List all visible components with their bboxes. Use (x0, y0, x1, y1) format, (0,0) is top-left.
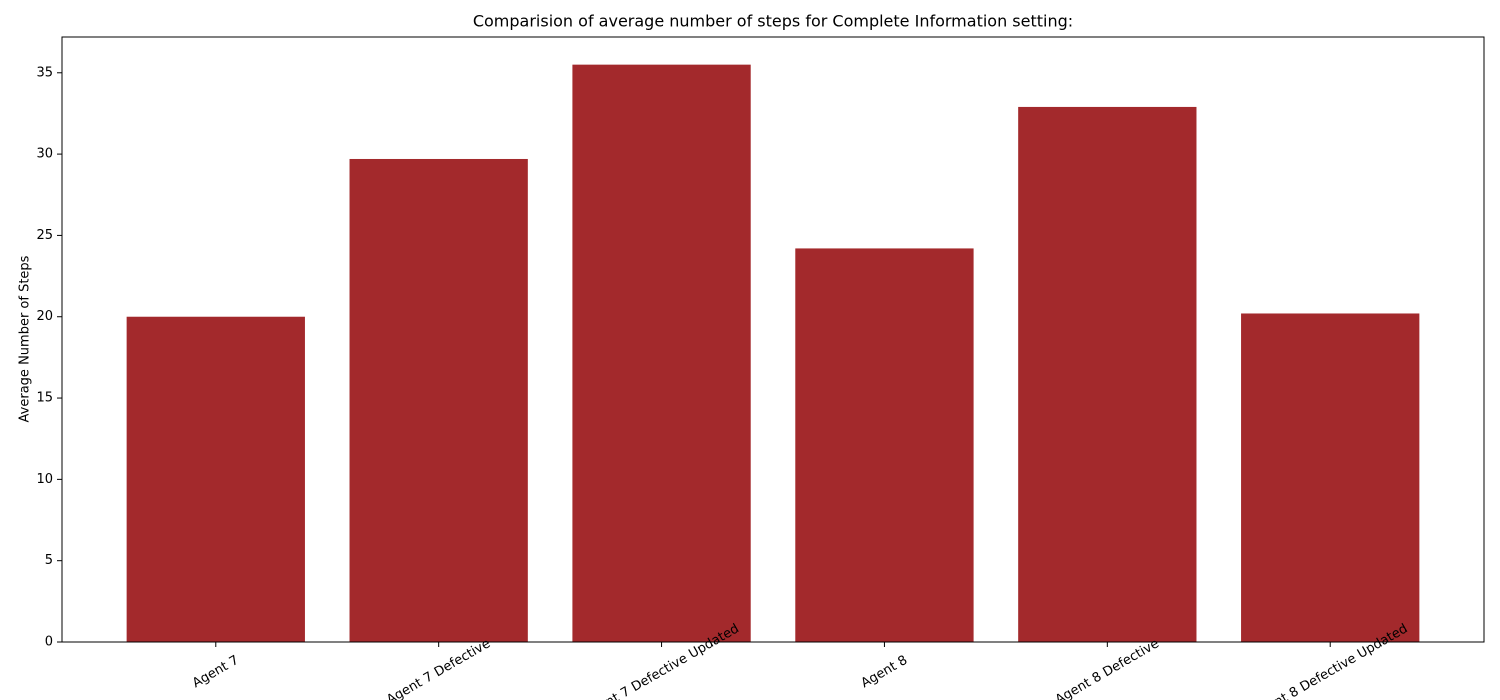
x-tick-label: Agent 7 (190, 653, 242, 691)
y-tick-label: 10 (36, 472, 53, 487)
bar (795, 248, 974, 642)
y-tick-label: 30 (36, 147, 53, 162)
y-tick-label: 5 (45, 553, 53, 568)
plot-frame (61, 36, 1485, 643)
bar (1018, 106, 1197, 642)
y-tick-label: 35 (36, 65, 53, 80)
bar (1241, 313, 1420, 642)
bar (126, 316, 305, 642)
y-axis-label: Average Number of Steps (18, 255, 33, 422)
y-tick-label: 25 (36, 228, 53, 243)
bar (572, 64, 751, 643)
y-tick-label: 0 (45, 635, 53, 650)
y-tick-label: 15 (36, 391, 53, 406)
bar (349, 158, 528, 642)
x-tick-label: Agent 8 (859, 653, 911, 691)
y-tick-label: 20 (36, 309, 53, 324)
chart-title: Comparision of average number of steps f… (473, 12, 1073, 31)
